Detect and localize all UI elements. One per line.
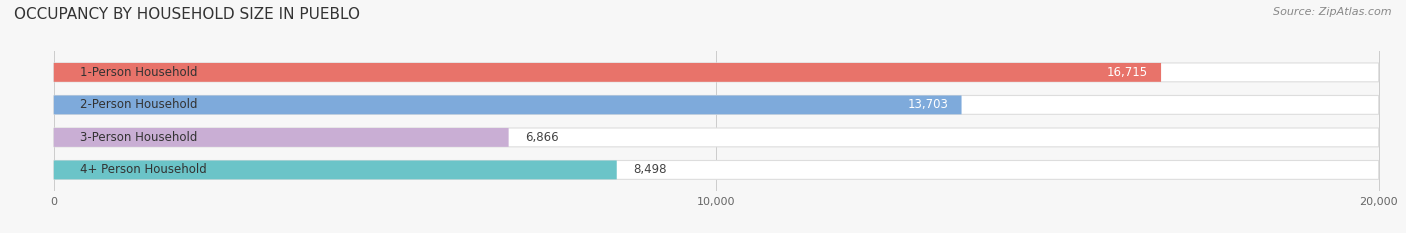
FancyBboxPatch shape xyxy=(53,128,509,147)
FancyBboxPatch shape xyxy=(53,161,1379,179)
Text: 16,715: 16,715 xyxy=(1107,66,1147,79)
FancyBboxPatch shape xyxy=(53,63,1161,82)
Text: 6,866: 6,866 xyxy=(526,131,558,144)
Text: Source: ZipAtlas.com: Source: ZipAtlas.com xyxy=(1274,7,1392,17)
Text: 1-Person Household: 1-Person Household xyxy=(80,66,198,79)
FancyBboxPatch shape xyxy=(53,96,962,114)
Text: 4+ Person Household: 4+ Person Household xyxy=(80,163,207,176)
Text: 8,498: 8,498 xyxy=(633,163,666,176)
FancyBboxPatch shape xyxy=(53,63,1379,82)
FancyBboxPatch shape xyxy=(53,96,1379,114)
FancyBboxPatch shape xyxy=(53,161,617,179)
Text: 3-Person Household: 3-Person Household xyxy=(80,131,198,144)
Text: OCCUPANCY BY HOUSEHOLD SIZE IN PUEBLO: OCCUPANCY BY HOUSEHOLD SIZE IN PUEBLO xyxy=(14,7,360,22)
Text: 2-Person Household: 2-Person Household xyxy=(80,98,198,111)
FancyBboxPatch shape xyxy=(53,128,1379,147)
Text: 13,703: 13,703 xyxy=(907,98,948,111)
